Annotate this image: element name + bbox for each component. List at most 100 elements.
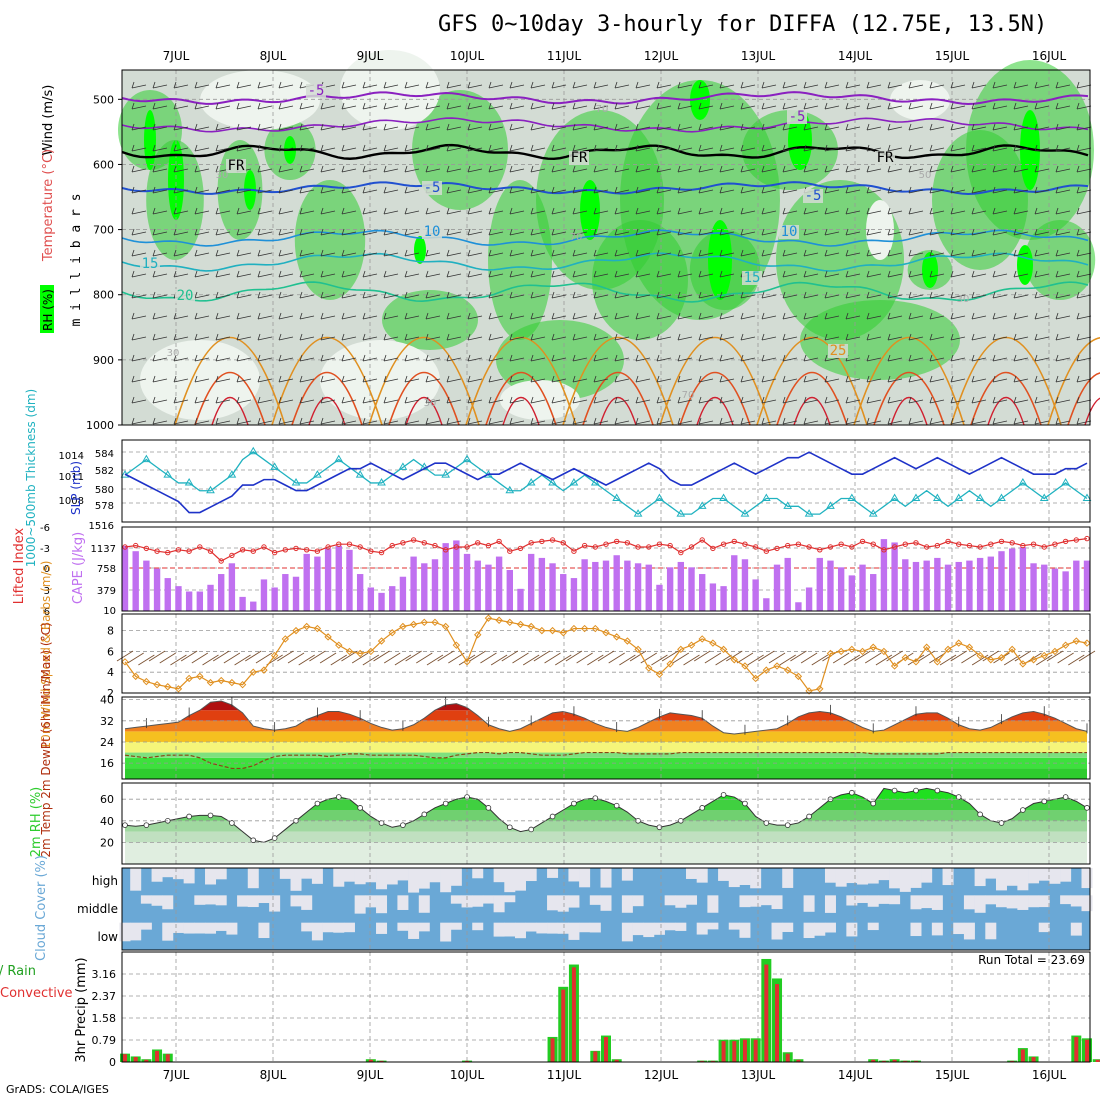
cloud-gap <box>1028 895 1040 908</box>
wind-barb-10m <box>330 654 348 666</box>
lifted-index-point <box>977 544 983 550</box>
wind-barb-flag <box>341 354 345 362</box>
cape-bar <box>143 560 150 611</box>
isotherm-35-arch <box>696 396 734 426</box>
wind-barb-flag <box>488 291 492 299</box>
wind-speed-point <box>837 647 845 656</box>
cloud-gap <box>354 895 366 914</box>
wind-barb-flag <box>992 123 996 131</box>
cloud-gap <box>536 922 548 934</box>
wind-barb-flag <box>572 291 576 299</box>
wind-barb-10m <box>191 652 209 664</box>
wind-barb-flag <box>509 144 513 152</box>
wind-speed-point <box>805 687 813 695</box>
wind-barb <box>593 252 609 257</box>
wind-barb <box>698 189 714 194</box>
lifted-index-point <box>613 538 620 545</box>
wind-barb-flag <box>593 354 597 362</box>
wind-barb-flag <box>740 291 744 299</box>
wind-barb-flag <box>1055 165 1059 173</box>
wind-barb-flag <box>152 375 156 383</box>
wind-barb-flag <box>1055 228 1059 236</box>
cloud-gap <box>568 895 580 908</box>
wind-barb <box>215 336 231 341</box>
wind-barb <box>572 357 588 362</box>
cloud-gap <box>151 895 163 906</box>
wind-speed-point <box>303 622 311 631</box>
wind-barb-flag <box>131 81 135 89</box>
cape-bar <box>634 563 642 611</box>
wind-barb-10m <box>469 650 486 662</box>
wind-barb-flag <box>299 102 303 110</box>
cloud-gap <box>525 922 537 932</box>
wind-barb-flag <box>1076 123 1080 131</box>
wind-barb-flag <box>1055 312 1059 320</box>
wind-barb <box>950 105 966 110</box>
wind-barb-flag <box>215 333 219 341</box>
wind-barb <box>887 84 903 89</box>
wind-barb <box>572 231 588 236</box>
wind-barb-10m <box>864 652 882 664</box>
wind-barb-flag <box>236 396 240 404</box>
wind-barb <box>131 420 147 425</box>
wind-barb-flag <box>1076 291 1080 299</box>
wind-barb <box>215 231 231 236</box>
cape-bar <box>560 574 567 611</box>
wind-barb <box>530 420 546 425</box>
lifted-index-point <box>507 548 513 554</box>
wind-barb <box>845 231 861 236</box>
cloud-gap <box>1017 895 1029 910</box>
wind-barb <box>824 147 840 152</box>
thickness-point <box>441 470 451 478</box>
thickness-point <box>1082 493 1092 502</box>
wind-barb-flag <box>341 165 345 173</box>
cloud-gap <box>696 922 708 935</box>
isotherm-label-bg <box>422 181 442 195</box>
wind-barb <box>467 210 483 215</box>
lifted-index-point <box>902 541 908 547</box>
wind-barb-flag <box>929 417 933 425</box>
wind-barb <box>1013 84 1029 89</box>
wind-barb <box>572 399 588 404</box>
wind-barb-10m <box>287 652 305 664</box>
cloud-gap <box>921 895 933 909</box>
isotherm-35-arch <box>502 396 540 426</box>
wind-barb-flag <box>845 417 849 425</box>
wind-barb-flag <box>635 123 639 131</box>
cloud-gap <box>472 895 484 907</box>
wind-barb <box>341 252 357 257</box>
wind-barb-flag <box>866 396 870 404</box>
wind-barb <box>803 420 819 425</box>
wind-barb-flag <box>1055 81 1059 89</box>
lifted-index-point <box>293 545 299 552</box>
wind-barb <box>257 315 273 320</box>
wind-barb-flag <box>362 123 366 131</box>
cloud-gap <box>450 895 462 904</box>
wind-barb-flag <box>1055 123 1059 131</box>
wind-barb <box>992 252 1008 257</box>
wind-barb-flag <box>530 102 534 110</box>
wind-barb-flag <box>1076 228 1080 236</box>
wind-barb-10m <box>811 654 829 666</box>
cloud-gap <box>1038 922 1050 933</box>
wind-barb <box>614 189 630 194</box>
wind-barb-flag <box>509 228 513 236</box>
wind-barb <box>761 399 777 404</box>
wind-barb-flag <box>1055 291 1059 299</box>
wind-barb-flag <box>551 186 555 194</box>
wind-barb <box>320 252 336 257</box>
wind-barb-flag <box>1034 375 1038 383</box>
wind-barb-flag <box>698 270 702 278</box>
wind-barb-10m <box>661 650 679 662</box>
wind-barb <box>551 378 567 383</box>
isotherm-35-arch <box>793 396 831 426</box>
wind-barb <box>152 315 168 320</box>
wind-barb <box>509 189 525 194</box>
wind-barb <box>131 168 147 173</box>
wind-barb <box>320 357 336 362</box>
thickness-point <box>291 477 301 486</box>
wind-barb <box>992 210 1008 215</box>
wind-barb <box>131 357 147 362</box>
wind-barb <box>572 210 588 215</box>
lifted-index-point <box>646 544 652 550</box>
